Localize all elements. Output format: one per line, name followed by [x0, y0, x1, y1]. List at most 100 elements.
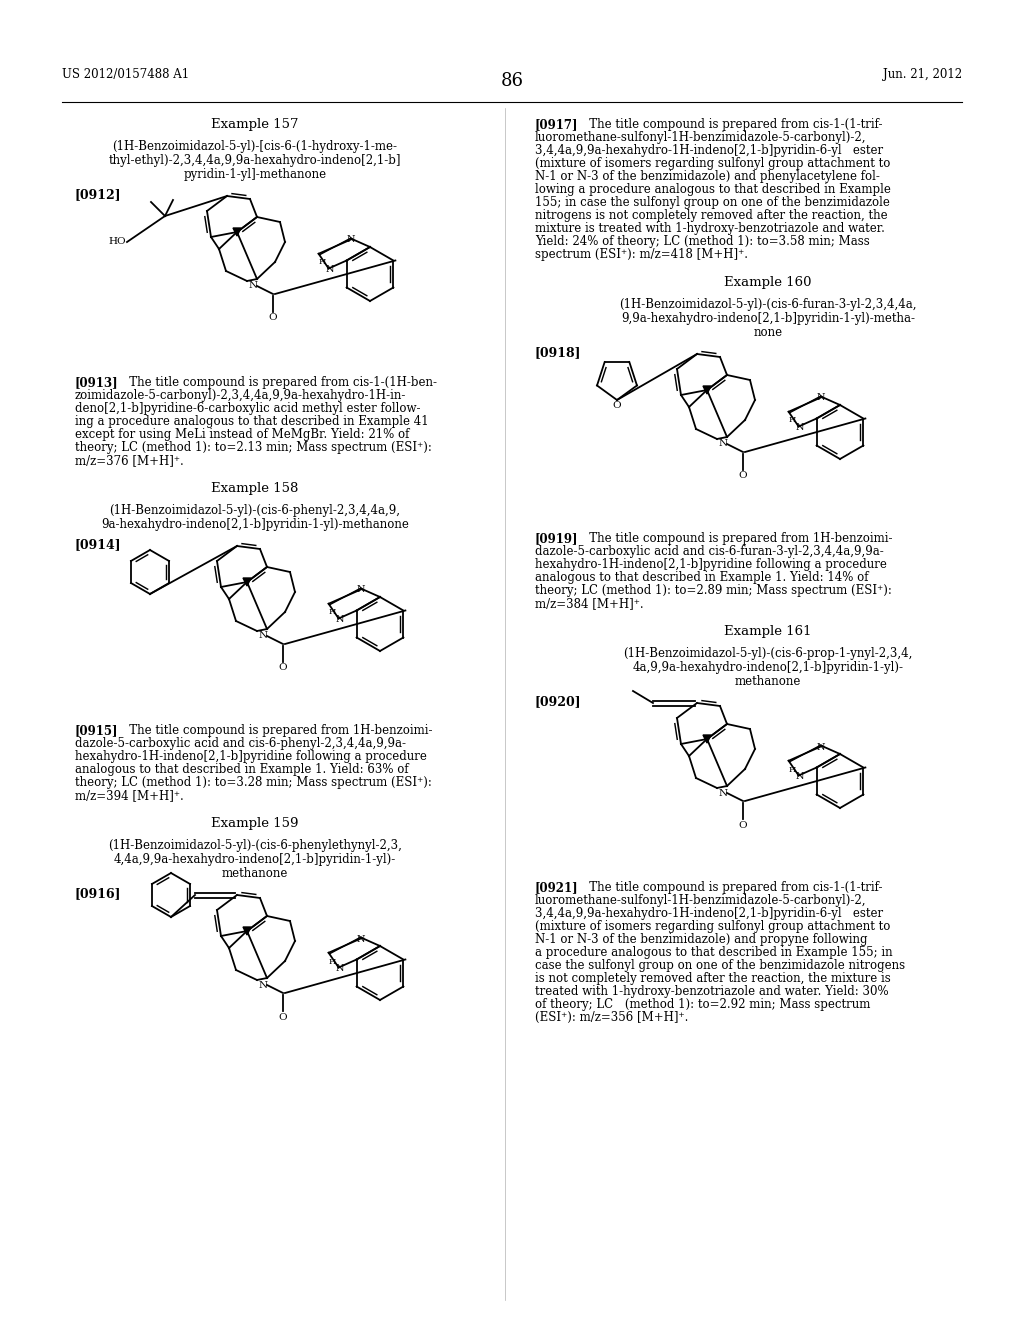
Text: deno[2,1-b]pyridine-6-carboxylic acid methyl ester follow-: deno[2,1-b]pyridine-6-carboxylic acid me… [75, 403, 421, 414]
Text: mixture is treated with 1-hydroxy-benzotriazole and water.: mixture is treated with 1-hydroxy-benzot… [535, 222, 885, 235]
Text: The title compound is prepared from cis-1-(1-trif-: The title compound is prepared from cis-… [578, 880, 883, 894]
Text: methanone: methanone [735, 675, 801, 688]
Text: Example 159: Example 159 [211, 817, 299, 830]
Text: none: none [754, 326, 782, 339]
Text: N: N [249, 281, 258, 290]
Text: theory; LC (method 1): tᴏ=3.28 min; Mass spectrum (ESI⁺):: theory; LC (method 1): tᴏ=3.28 min; Mass… [75, 776, 432, 789]
Text: [0914]: [0914] [75, 539, 122, 550]
Text: 9a-hexahydro-indeno[2,1-b]pyridin-1-yl)-methanone: 9a-hexahydro-indeno[2,1-b]pyridin-1-yl)-… [101, 517, 409, 531]
Text: Example 158: Example 158 [211, 482, 299, 495]
Text: m/z=394 [M+H]⁺.: m/z=394 [M+H]⁺. [75, 789, 183, 803]
Text: (1H-Benzoimidazol-5-yl)-(cis-6-phenylethynyl-2,3,: (1H-Benzoimidazol-5-yl)-(cis-6-phenyleth… [109, 840, 402, 851]
Text: US 2012/0157488 A1: US 2012/0157488 A1 [62, 69, 189, 81]
Text: hexahydro-1H-indeno[2,1-b]pyridine following a procedure: hexahydro-1H-indeno[2,1-b]pyridine follo… [535, 558, 887, 572]
Text: O: O [268, 314, 278, 322]
Text: 9,9a-hexahydro-indeno[2,1-b]pyridin-1-yl)-metha-: 9,9a-hexahydro-indeno[2,1-b]pyridin-1-yl… [621, 312, 915, 325]
Text: N: N [258, 631, 267, 640]
Text: The title compound is prepared from cis-1-(1H-ben-: The title compound is prepared from cis-… [118, 376, 437, 389]
Text: nitrogens is not completely removed after the reaction, the: nitrogens is not completely removed afte… [535, 209, 888, 222]
Text: [0913]: [0913] [75, 376, 119, 389]
Text: treated with 1-hydroxy-benzotriazole and water. Yield: 30%: treated with 1-hydroxy-benzotriazole and… [535, 985, 889, 998]
Text: dazole-5-carboxylic acid and cis-6-phenyl-2,3,4,4a,9,9a-: dazole-5-carboxylic acid and cis-6-pheny… [75, 737, 406, 750]
Text: Example 160: Example 160 [724, 276, 812, 289]
Text: N: N [356, 586, 366, 594]
Text: Example 161: Example 161 [724, 624, 812, 638]
Text: N: N [719, 440, 728, 449]
Text: N: N [258, 981, 267, 990]
Text: 155; in case the sulfonyl group on one of the benzimidazole: 155; in case the sulfonyl group on one o… [535, 195, 890, 209]
Text: dazole-5-carboxylic acid and cis-6-furan-3-yl-2,3,4,4a,9,9a-: dazole-5-carboxylic acid and cis-6-furan… [535, 545, 884, 558]
Text: H: H [788, 766, 797, 774]
Polygon shape [243, 578, 251, 586]
Text: [0920]: [0920] [535, 696, 582, 708]
Text: luoromethane-sulfonyl-1H-benzimidazole-5-carbonyl)-2,: luoromethane-sulfonyl-1H-benzimidazole-5… [535, 894, 866, 907]
Text: H: H [329, 957, 336, 965]
Text: (1H-Benzoimidazol-5-yl)-[cis-6-(1-hydroxy-1-me-: (1H-Benzoimidazol-5-yl)-[cis-6-(1-hydrox… [113, 140, 397, 153]
Polygon shape [703, 385, 711, 393]
Text: [0918]: [0918] [535, 346, 582, 359]
Text: zoimidazole-5-carbonyl)-2,3,4,4a,9,9a-hexahydro-1H-in-: zoimidazole-5-carbonyl)-2,3,4,4a,9,9a-he… [75, 389, 407, 403]
Text: theory; LC (method 1): tᴏ=2.89 min; Mass spectrum (ESI⁺):: theory; LC (method 1): tᴏ=2.89 min; Mass… [535, 583, 892, 597]
Text: pyridin-1-yl]-methanone: pyridin-1-yl]-methanone [183, 168, 327, 181]
Text: H: H [329, 609, 336, 616]
Text: (1H-Benzoimidazol-5-yl)-(cis-6-prop-1-ynyl-2,3,4,: (1H-Benzoimidazol-5-yl)-(cis-6-prop-1-yn… [624, 647, 912, 660]
Text: is not completely removed after the reaction, the mixture is: is not completely removed after the reac… [535, 972, 891, 985]
Text: N: N [347, 235, 355, 244]
Text: 4,4a,9,9a-hexahydro-indeno[2,1-b]pyridin-1-yl)-: 4,4a,9,9a-hexahydro-indeno[2,1-b]pyridin… [114, 853, 396, 866]
Text: a procedure analogous to that described in Example 155; in: a procedure analogous to that described … [535, 946, 893, 960]
Text: N: N [817, 393, 825, 403]
Text: N: N [796, 422, 804, 432]
Text: Yield: 24% of theory; LC (method 1): tᴏ=3.58 min; Mass: Yield: 24% of theory; LC (method 1): tᴏ=… [535, 235, 869, 248]
Text: spectrum (ESI⁺): m/z=418 [M+H]⁺.: spectrum (ESI⁺): m/z=418 [M+H]⁺. [535, 248, 748, 261]
Text: [0917]: [0917] [535, 117, 579, 131]
Text: analogous to that described in Example 1. Yield: 63% of: analogous to that described in Example 1… [75, 763, 409, 776]
Text: 86: 86 [501, 73, 523, 90]
Text: lowing a procedure analogous to that described in Example: lowing a procedure analogous to that des… [535, 183, 891, 195]
Text: HO: HO [109, 238, 126, 247]
Text: Jun. 21, 2012: Jun. 21, 2012 [883, 69, 962, 81]
Text: [0921]: [0921] [535, 880, 579, 894]
Text: N: N [719, 788, 728, 797]
Text: [0916]: [0916] [75, 887, 122, 900]
Text: H: H [318, 259, 327, 267]
Text: The title compound is prepared from cis-1-(1-trif-: The title compound is prepared from cis-… [578, 117, 883, 131]
Text: (mixture of isomers regarding sulfonyl group attachment to: (mixture of isomers regarding sulfonyl g… [535, 157, 891, 170]
Text: H: H [788, 417, 797, 425]
Text: m/z=384 [M+H]⁺.: m/z=384 [M+H]⁺. [535, 597, 644, 610]
Text: luoromethane-sulfonyl-1H-benzimidazole-5-carbonyl)-2,: luoromethane-sulfonyl-1H-benzimidazole-5… [535, 131, 866, 144]
Text: N: N [336, 615, 344, 624]
Text: [0919]: [0919] [535, 532, 579, 545]
Text: O: O [279, 664, 288, 672]
Text: thyl-ethyl)-2,3,4,4a,9,9a-hexahydro-indeno[2,1-b]: thyl-ethyl)-2,3,4,4a,9,9a-hexahydro-inde… [109, 154, 401, 168]
Text: The title compound is prepared from 1H-benzoimi-: The title compound is prepared from 1H-b… [578, 532, 893, 545]
Text: N-1 or N-3 of the benzimidazole) and phenylacetylene fol-: N-1 or N-3 of the benzimidazole) and phe… [535, 170, 880, 183]
Text: Example 157: Example 157 [211, 117, 299, 131]
Text: N-1 or N-3 of the benzimidazole) and propyne following: N-1 or N-3 of the benzimidazole) and pro… [535, 933, 867, 946]
Text: O: O [279, 1012, 288, 1022]
Text: case the sulfonyl group on one of the benzimidazole nitrogens: case the sulfonyl group on one of the be… [535, 960, 905, 972]
Polygon shape [703, 735, 711, 743]
Text: [0915]: [0915] [75, 723, 119, 737]
Text: (ESI⁺): m/z=356 [M+H]⁺.: (ESI⁺): m/z=356 [M+H]⁺. [535, 1011, 688, 1024]
Text: (mixture of isomers regarding sulfonyl group attachment to: (mixture of isomers regarding sulfonyl g… [535, 920, 891, 933]
Text: except for using MeLi instead of MeMgBr. Yield: 21% of: except for using MeLi instead of MeMgBr.… [75, 428, 410, 441]
Text: N: N [796, 772, 804, 781]
Text: hexahydro-1H-indeno[2,1-b]pyridine following a procedure: hexahydro-1H-indeno[2,1-b]pyridine follo… [75, 750, 427, 763]
Text: N: N [336, 964, 344, 973]
Text: The title compound is prepared from 1H-benzoimi-: The title compound is prepared from 1H-b… [118, 723, 432, 737]
Polygon shape [233, 228, 241, 236]
Text: theory; LC (method 1): tᴏ=2.13 min; Mass spectrum (ESI⁺):: theory; LC (method 1): tᴏ=2.13 min; Mass… [75, 441, 432, 454]
Text: of theory; LC (method 1): tᴏ=2.92 min; Mass spectrum: of theory; LC (method 1): tᴏ=2.92 min; M… [535, 998, 870, 1011]
Text: (1H-Benzoimidazol-5-yl)-(cis-6-furan-3-yl-2,3,4,4a,: (1H-Benzoimidazol-5-yl)-(cis-6-furan-3-y… [620, 298, 916, 312]
Text: O: O [612, 401, 622, 411]
Text: N: N [326, 265, 334, 275]
Text: m/z=376 [M+H]⁺.: m/z=376 [M+H]⁺. [75, 454, 183, 467]
Text: 3,4,4a,9,9a-hexahydro-1H-indeno[2,1-b]pyridin-6-yl   ester: 3,4,4a,9,9a-hexahydro-1H-indeno[2,1-b]py… [535, 907, 883, 920]
Text: (1H-Benzoimidazol-5-yl)-(cis-6-phenyl-2,3,4,4a,9,: (1H-Benzoimidazol-5-yl)-(cis-6-phenyl-2,… [110, 504, 400, 517]
Text: O: O [738, 821, 748, 829]
Text: analogous to that described in Example 1. Yield: 14% of: analogous to that described in Example 1… [535, 572, 868, 583]
Text: [0912]: [0912] [75, 187, 122, 201]
Text: N: N [356, 935, 366, 944]
Text: 4a,9,9a-hexahydro-indeno[2,1-b]pyridin-1-yl)-: 4a,9,9a-hexahydro-indeno[2,1-b]pyridin-1… [633, 661, 903, 675]
Text: methanone: methanone [222, 867, 288, 880]
